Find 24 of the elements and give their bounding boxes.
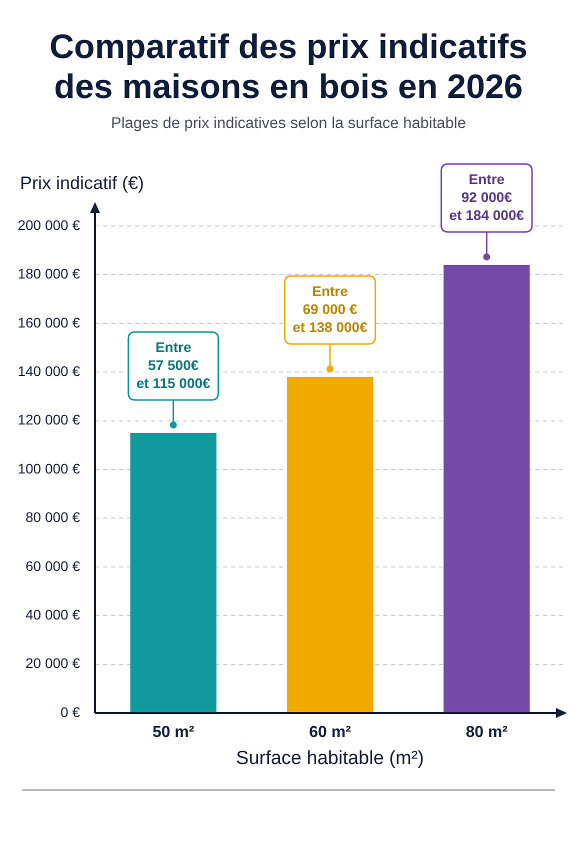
bar <box>286 376 374 712</box>
y-tick-label: 160 000 € <box>18 314 80 330</box>
x-axis-title: Surface habitable (m²) <box>236 748 424 769</box>
y-tick-label: 60 000 € <box>26 558 80 574</box>
data-label: Entre 57 500€ et 115 000€ <box>136 338 211 391</box>
y-tick-label: 0 € <box>60 704 80 720</box>
x-tick-label: 50 m² <box>152 724 194 742</box>
bar <box>130 432 216 712</box>
y-tick-label: 140 000 € <box>18 362 80 379</box>
x-tick-label: 80 m² <box>466 724 508 742</box>
data-label: Entre 69 000 € et 138 000€ <box>292 282 368 335</box>
x-tick-label: 60 m² <box>309 724 351 742</box>
y-axis-title: Prix indicatif (€) <box>20 172 144 193</box>
y-tick-label: 180 000 € <box>18 266 80 282</box>
y-tick-label: 20 000 € <box>26 655 80 672</box>
y-tick-label: 200 000 € <box>18 216 80 233</box>
data-label: Entre 92 000€ et 184 000€ <box>449 170 524 223</box>
y-tick-label: 120 000 € <box>18 412 80 428</box>
y-tick-label: 40 000 € <box>26 606 80 622</box>
y-tick-label: 100 000 € <box>18 460 80 476</box>
bar <box>444 264 530 712</box>
y-tick-label: 80 000 € <box>26 509 80 526</box>
chart-title: Comparatif des prix indicatifs des maisons en bois en 2026 <box>48 27 528 107</box>
chart-subtitle: Plages de prix indicatives selon la surface habitable <box>110 114 467 134</box>
